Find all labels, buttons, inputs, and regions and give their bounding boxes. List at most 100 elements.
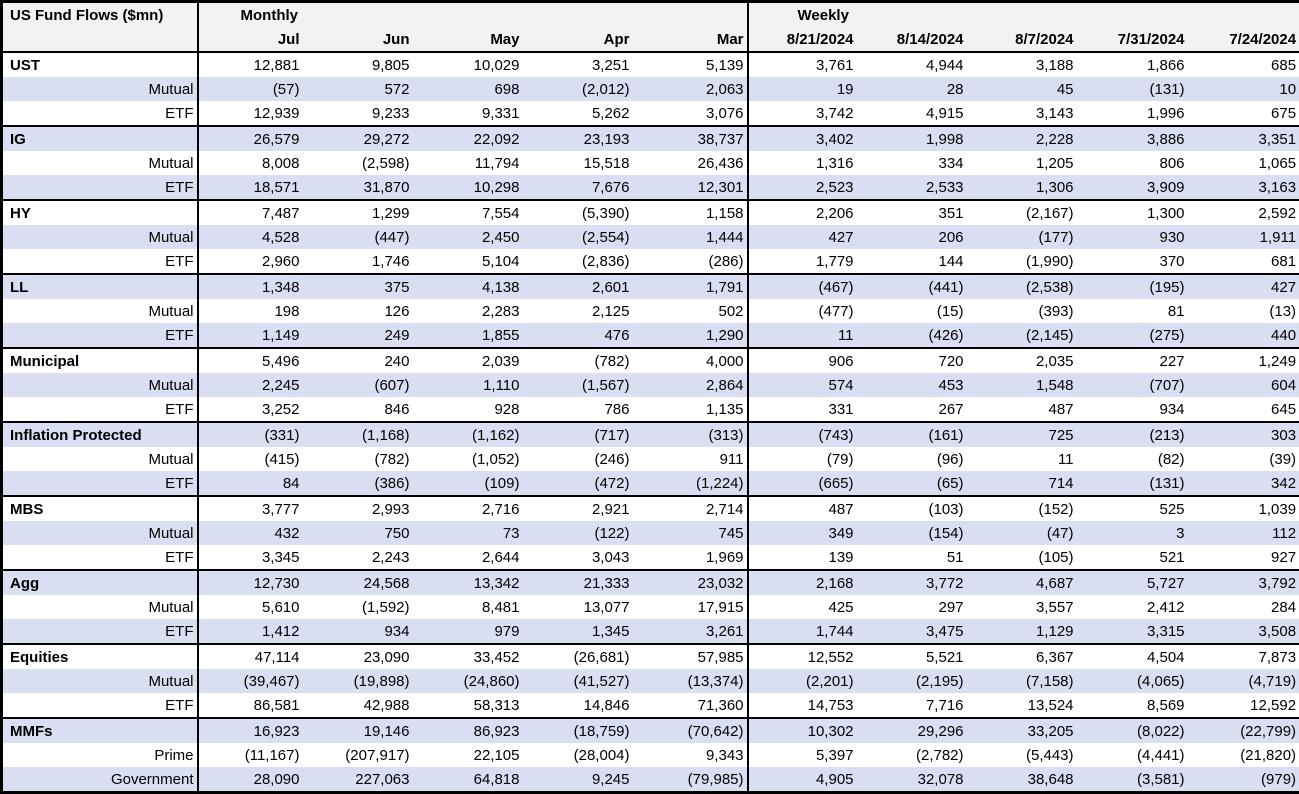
cell-monthly: 9,805 [308,52,418,77]
cell-monthly: 1,412 [198,619,308,644]
cell-monthly: 12,939 [198,101,308,126]
cell-monthly: 7,487 [198,200,308,225]
cell-weekly: (213) [1078,422,1189,447]
cell-weekly: (131) [1078,77,1189,101]
cell-monthly: 71,360 [638,693,748,718]
cell-monthly: 21,333 [528,570,638,595]
cell-weekly: 2,228 [968,126,1078,151]
cell-weekly: 3,315 [1078,619,1189,644]
cell-weekly: 3,886 [1078,126,1189,151]
cell-weekly: 440 [1189,323,1299,348]
cell-weekly: 685 [1189,52,1299,77]
cell-monthly: 249 [308,323,418,348]
cell-weekly: 28 [858,77,968,101]
cell-weekly: 2,168 [748,570,858,595]
cell-monthly: 58,313 [418,693,528,718]
row-group-label: LL [2,274,198,299]
cell-weekly: (467) [748,274,858,299]
cell-weekly: 681 [1189,249,1299,274]
cell-monthly: 1,444 [638,225,748,249]
cell-weekly: 720 [858,348,968,373]
cell-monthly: 698 [418,77,528,101]
column-header-may: May [418,27,528,52]
cell-monthly: 5,262 [528,101,638,126]
cell-weekly: 3,761 [748,52,858,77]
cell-monthly: 2,450 [418,225,528,249]
cell-weekly: 19 [748,77,858,101]
cell-monthly: 26,579 [198,126,308,151]
column-header-jun: Jun [308,27,418,52]
cell-weekly: (131) [1078,471,1189,496]
cell-monthly: 5,104 [418,249,528,274]
cell-weekly: 3,188 [968,52,1078,77]
cell-monthly: 23,090 [308,644,418,669]
cell-monthly: 57,985 [638,644,748,669]
cell-weekly: 33,205 [968,718,1078,743]
column-header-week-3: 8/7/2024 [968,27,1078,52]
row-sub-label: ETF [2,397,198,422]
cell-weekly: 206 [858,225,968,249]
row-group-label: Agg [2,570,198,595]
cell-monthly: 3,252 [198,397,308,422]
cell-monthly: 2,245 [198,373,308,397]
cell-weekly: 7,716 [858,693,968,718]
cell-weekly: (154) [858,521,968,545]
cell-monthly: (1,567) [528,373,638,397]
cell-monthly: (70,642) [638,718,748,743]
cell-monthly: 375 [308,274,418,299]
cell-monthly: 2,864 [638,373,748,397]
row-sub-label: ETF [2,323,198,348]
cell-monthly: 3,043 [528,545,638,570]
cell-weekly: 139 [748,545,858,570]
cell-monthly: 33,452 [418,644,528,669]
row-sub-label: Mutual [2,299,198,323]
cell-weekly: 934 [1078,397,1189,422]
cell-weekly: 4,905 [748,767,858,793]
cell-weekly: 3,792 [1189,570,1299,595]
row-group-label: Inflation Protected [2,422,198,447]
column-header-week-2: 8/14/2024 [858,27,968,52]
cell-weekly: 1,129 [968,619,1078,644]
cell-weekly: (177) [968,225,1078,249]
cell-weekly: 1,065 [1189,151,1299,175]
cell-weekly: (79) [748,447,858,471]
cell-weekly: 1,548 [968,373,1078,397]
cell-monthly: 846 [308,397,418,422]
cell-weekly: (65) [858,471,968,496]
cell-monthly: 2,063 [638,77,748,101]
cell-monthly: (79,985) [638,767,748,793]
cell-monthly: 2,601 [528,274,638,299]
cell-monthly: 934 [308,619,418,644]
row-sub-label: Mutual [2,447,198,471]
column-header-mar: Mar [638,27,748,52]
cell-weekly: (161) [858,422,968,447]
cell-monthly: 5,139 [638,52,748,77]
cell-weekly: 487 [968,397,1078,422]
cell-monthly: 16,923 [198,718,308,743]
cell-monthly: 240 [308,348,418,373]
cell-monthly: 23,193 [528,126,638,151]
cell-monthly: 1,345 [528,619,638,644]
cell-weekly: 725 [968,422,1078,447]
cell-weekly: (426) [858,323,968,348]
cell-monthly: (13,374) [638,669,748,693]
cell-monthly: 22,105 [418,743,528,767]
cell-monthly: 84 [198,471,308,496]
cell-weekly: 81 [1078,299,1189,323]
cell-monthly: 5,610 [198,595,308,619]
column-group-monthly: Monthly [198,2,748,28]
cell-monthly: 12,730 [198,570,308,595]
cell-weekly: 425 [748,595,858,619]
cell-monthly: 13,077 [528,595,638,619]
cell-weekly: (21,820) [1189,743,1299,767]
column-header-week-1: 8/21/2024 [748,27,858,52]
cell-monthly: 432 [198,521,308,545]
cell-monthly: 750 [308,521,418,545]
cell-monthly: 126 [308,299,418,323]
